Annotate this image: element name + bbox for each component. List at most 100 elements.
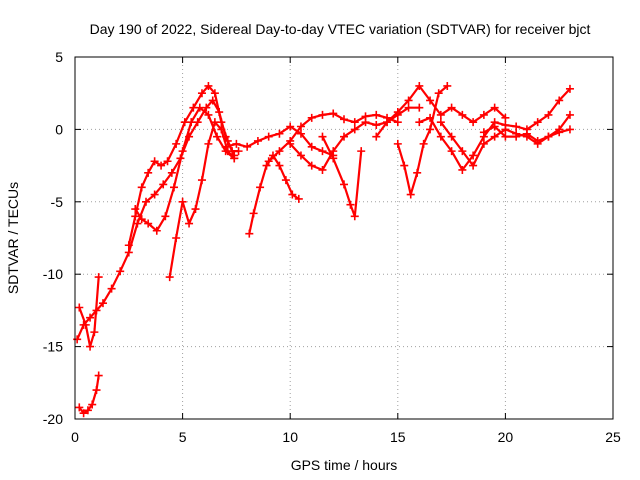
- data-point: [555, 96, 564, 105]
- y-axis-title: SDTVAR / TECUs: [5, 182, 21, 294]
- chart-title: Day 190 of 2022, Sidereal Day-to-day VTE…: [90, 21, 591, 37]
- series-track-16: [479, 122, 574, 145]
- data-point: [447, 147, 456, 156]
- data-point: [83, 406, 92, 415]
- data-point: [533, 136, 542, 145]
- data-point: [178, 147, 187, 156]
- data-point: [243, 142, 252, 151]
- data-point: [522, 129, 531, 138]
- data-point: [479, 128, 488, 137]
- data-point: [152, 226, 161, 235]
- data-point: [307, 161, 316, 170]
- series-track-11: [318, 132, 366, 221]
- data-point: [178, 197, 187, 206]
- data-point: [253, 136, 262, 145]
- data-point: [161, 212, 170, 221]
- data-point: [318, 110, 327, 119]
- data-point: [94, 273, 103, 282]
- data-point: [169, 183, 178, 192]
- data-point: [275, 129, 284, 138]
- data-point: [124, 241, 133, 250]
- data-point: [469, 151, 478, 160]
- data-point: [458, 110, 467, 119]
- data-point: [262, 161, 271, 170]
- grid: [75, 57, 613, 419]
- plot-frame: [74, 56, 614, 420]
- data-point: [372, 110, 381, 119]
- data-point: [107, 284, 116, 293]
- data-point: [131, 205, 140, 214]
- data-point: [167, 168, 176, 177]
- data-point: [447, 132, 456, 141]
- data-point: [434, 89, 443, 98]
- data-point: [281, 176, 290, 185]
- data-point: [150, 190, 159, 199]
- data-point: [81, 320, 90, 329]
- data-point: [73, 335, 82, 344]
- data-point: [75, 303, 84, 312]
- data-point: [159, 180, 168, 189]
- data-point: [210, 118, 219, 127]
- data-point: [490, 122, 499, 131]
- series-track-2: [75, 273, 103, 351]
- data-point: [400, 161, 409, 170]
- series-line: [321, 135, 363, 218]
- y-tick-label: -5: [51, 194, 64, 210]
- data-point: [131, 212, 140, 221]
- data-point: [469, 161, 478, 170]
- data-point: [512, 122, 521, 131]
- data-point: [296, 129, 305, 138]
- y-tick-label: -15: [43, 339, 63, 355]
- data-point: [144, 168, 153, 177]
- data-point: [213, 132, 222, 141]
- data-point: [415, 81, 424, 90]
- data-point: [393, 139, 402, 148]
- series-line: [78, 276, 100, 348]
- data-point: [329, 109, 338, 118]
- data-point: [512, 132, 521, 141]
- data-point: [137, 183, 146, 192]
- data-point: [286, 139, 295, 148]
- data-point: [565, 84, 574, 93]
- data-point: [318, 165, 327, 174]
- data-point: [144, 219, 153, 228]
- data-point: [426, 96, 435, 105]
- data-point: [286, 122, 295, 131]
- data-point: [94, 371, 103, 380]
- data-point: [204, 110, 213, 119]
- data-point: [501, 125, 510, 134]
- data-point: [88, 400, 97, 409]
- data-point: [197, 89, 206, 98]
- data-point: [372, 121, 381, 130]
- data-point: [204, 81, 213, 90]
- data-point: [479, 139, 488, 148]
- data-point: [383, 118, 392, 127]
- data-point: [294, 194, 303, 203]
- data-point: [350, 125, 359, 134]
- data-point: [90, 328, 99, 337]
- data-point: [415, 103, 424, 112]
- data-point: [458, 147, 467, 156]
- tick-marks: [74, 56, 614, 420]
- x-tick-label: 10: [282, 429, 298, 445]
- data-point: [340, 180, 348, 189]
- series-track-6: [165, 118, 239, 282]
- data-point: [187, 118, 196, 127]
- data-point: [245, 229, 254, 238]
- data-point: [116, 267, 125, 276]
- data-point: [234, 147, 243, 156]
- series-track-14: [415, 84, 574, 174]
- series-track-12: [372, 81, 510, 141]
- data-point: [436, 132, 445, 141]
- data-point: [163, 157, 172, 166]
- data-point: [307, 142, 316, 151]
- data-point: [275, 161, 284, 170]
- data-point: [565, 110, 574, 119]
- data-point: [501, 113, 510, 122]
- y-tick-labels: -20 -15 -10 -5 0 5: [43, 49, 63, 427]
- data-point: [98, 299, 107, 308]
- data-point: [79, 409, 88, 418]
- data-point: [436, 118, 445, 127]
- data-point: [223, 147, 232, 156]
